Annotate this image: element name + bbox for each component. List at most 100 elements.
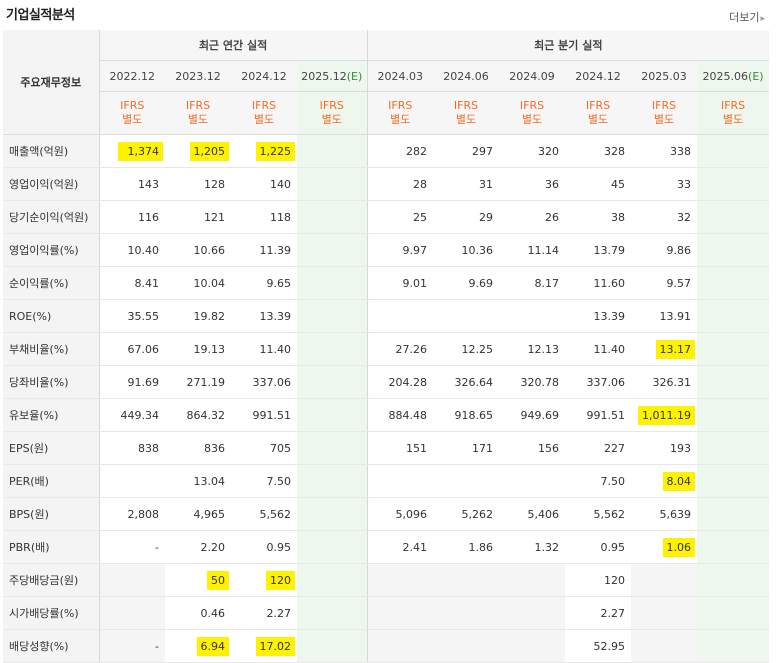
annual-group-header: 최근 연간 실적 xyxy=(99,30,368,61)
table-row: 부채비율(%) 67.06 19.13 11.40 27.26 12.25 12.13 11.… xyxy=(3,332,770,366)
cell-value: 5,562 xyxy=(259,507,292,521)
cell-value: 8.04 xyxy=(662,471,696,491)
table-row: EPS(원) 838 836 705 151 171 156 227 193 xyxy=(3,431,770,465)
cell-value: 10.36 xyxy=(461,243,494,257)
table-cell: - xyxy=(99,629,165,663)
cell-value: 35.55 xyxy=(127,309,160,323)
table-cell xyxy=(297,431,368,465)
cell-value: 13.17 xyxy=(655,339,696,359)
table-cell: 50 xyxy=(165,563,231,597)
more-link[interactable]: 더보기▸ xyxy=(729,9,765,25)
table-cell: 116 xyxy=(99,200,165,234)
table-cell: 0.46 xyxy=(165,596,231,630)
table-cell xyxy=(297,200,368,234)
cell-value: 282 xyxy=(406,144,428,158)
period-header: 2024.12 xyxy=(231,60,297,92)
cell-value: 337.06 xyxy=(586,375,626,389)
table-cell xyxy=(297,299,368,333)
period-header: 2024.09 xyxy=(499,60,566,92)
table-cell: 7.50 xyxy=(565,464,632,498)
table-cell: 35.55 xyxy=(99,299,165,333)
row-label: 시가배당률(%) xyxy=(3,596,100,630)
table-cell: 326.31 xyxy=(631,365,698,399)
table-cell: 32 xyxy=(631,200,698,234)
table-cell: 2.27 xyxy=(565,596,632,630)
table-cell xyxy=(297,398,368,432)
table-cell xyxy=(99,596,165,630)
basis-scope: 별도 xyxy=(187,113,209,126)
basis-standard: IFRS xyxy=(319,99,344,112)
table-cell: 338 xyxy=(631,134,698,168)
cell-value: 297 xyxy=(472,144,494,158)
table-cell: 13.79 xyxy=(565,233,632,267)
cell-value: 4,965 xyxy=(193,507,226,521)
table-cell: 171 xyxy=(433,431,500,465)
period-date: 2024.12 xyxy=(575,69,621,83)
table-cell: 67.06 xyxy=(99,332,165,366)
table-cell: 156 xyxy=(499,431,566,465)
table-cell: 991.51 xyxy=(231,398,297,432)
cell-value: 38 xyxy=(611,210,626,224)
cell-value: 26 xyxy=(545,210,560,224)
table-row: 영업이익(억원) 143 128 140 28 31 36 45 33 xyxy=(3,167,770,201)
cell-value: 13.79 xyxy=(593,243,626,257)
row-label: BPS(원) xyxy=(3,497,100,531)
table-cell: 91.69 xyxy=(99,365,165,399)
table-cell: 9.01 xyxy=(367,266,434,300)
table-cell: 2,808 xyxy=(99,497,165,531)
table-row: 유보율(%) 449.34 864.32 991.51 884.48 918.65 949.… xyxy=(3,398,770,432)
row-label: 순이익률(%) xyxy=(3,266,100,300)
table-cell xyxy=(433,629,500,663)
table-cell: 7.50 xyxy=(231,464,297,498)
table-cell: 326.64 xyxy=(433,365,500,399)
table-cell xyxy=(433,596,500,630)
table-cell: 337.06 xyxy=(231,365,297,399)
table-cell: 27.26 xyxy=(367,332,434,366)
table-cell: 5,639 xyxy=(631,497,698,531)
chevron-right-icon: ▸ xyxy=(760,14,765,24)
basis-header: IFRS 별도 xyxy=(367,91,434,135)
cell-value: 2.27 xyxy=(266,606,292,620)
cell-value: 2.41 xyxy=(402,540,428,554)
period-date: 2025.06 xyxy=(702,69,749,83)
table-cell: 193 xyxy=(631,431,698,465)
cell-value: 991.51 xyxy=(252,408,292,422)
estimate-mark: (E) xyxy=(748,69,764,83)
cell-value: 9.86 xyxy=(666,243,692,257)
table-cell xyxy=(297,563,368,597)
basis-standard: IFRS xyxy=(251,99,277,112)
cell-value: 9.97 xyxy=(402,243,428,257)
period-header: 2022.12 xyxy=(99,60,165,92)
table-cell: 19.13 xyxy=(165,332,231,366)
row-label: PER(배) xyxy=(3,464,100,498)
period-header: 2025.06(E) xyxy=(697,60,770,92)
table-cell: 120 xyxy=(565,563,632,597)
basis-standard: IFRS xyxy=(185,99,211,112)
cell-value: 91.69 xyxy=(127,375,160,389)
cell-value: 320 xyxy=(538,144,560,158)
cell-value: 2.20 xyxy=(200,540,226,554)
cell-value: 13.39 xyxy=(593,309,626,323)
row-label: 영업이익(억원) xyxy=(3,167,100,201)
more-link-label: 더보기 xyxy=(729,11,760,24)
cell-value: 25 xyxy=(413,210,428,224)
cell-value: 45 xyxy=(611,177,626,191)
table-cell: 320 xyxy=(499,134,566,168)
cell-value: 67.06 xyxy=(127,342,160,356)
table-cell xyxy=(697,365,770,399)
table-cell: 949.69 xyxy=(499,398,566,432)
period-date: 2025.03 xyxy=(641,69,687,83)
cell-value: 121 xyxy=(204,210,225,224)
cell-value: 33 xyxy=(677,177,692,191)
table-cell: 118 xyxy=(231,200,297,234)
table-cell: 1.86 xyxy=(433,530,500,564)
period-date: 2025.12 xyxy=(301,69,347,83)
table-cell xyxy=(99,464,165,498)
cell-value: 1,011.19 xyxy=(638,405,696,425)
period-row: 2022.12 2023.12 2024.12 2025.12(E) 2024.03 20… xyxy=(3,60,770,92)
table-cell: 9.86 xyxy=(631,233,698,267)
basis-header: IFRS 별도 xyxy=(565,91,632,135)
table-cell xyxy=(697,497,770,531)
table-cell xyxy=(297,167,368,201)
table-row: 당좌비율(%) 91.69 271.19 337.06 204.28 326.64 320.… xyxy=(3,365,770,399)
